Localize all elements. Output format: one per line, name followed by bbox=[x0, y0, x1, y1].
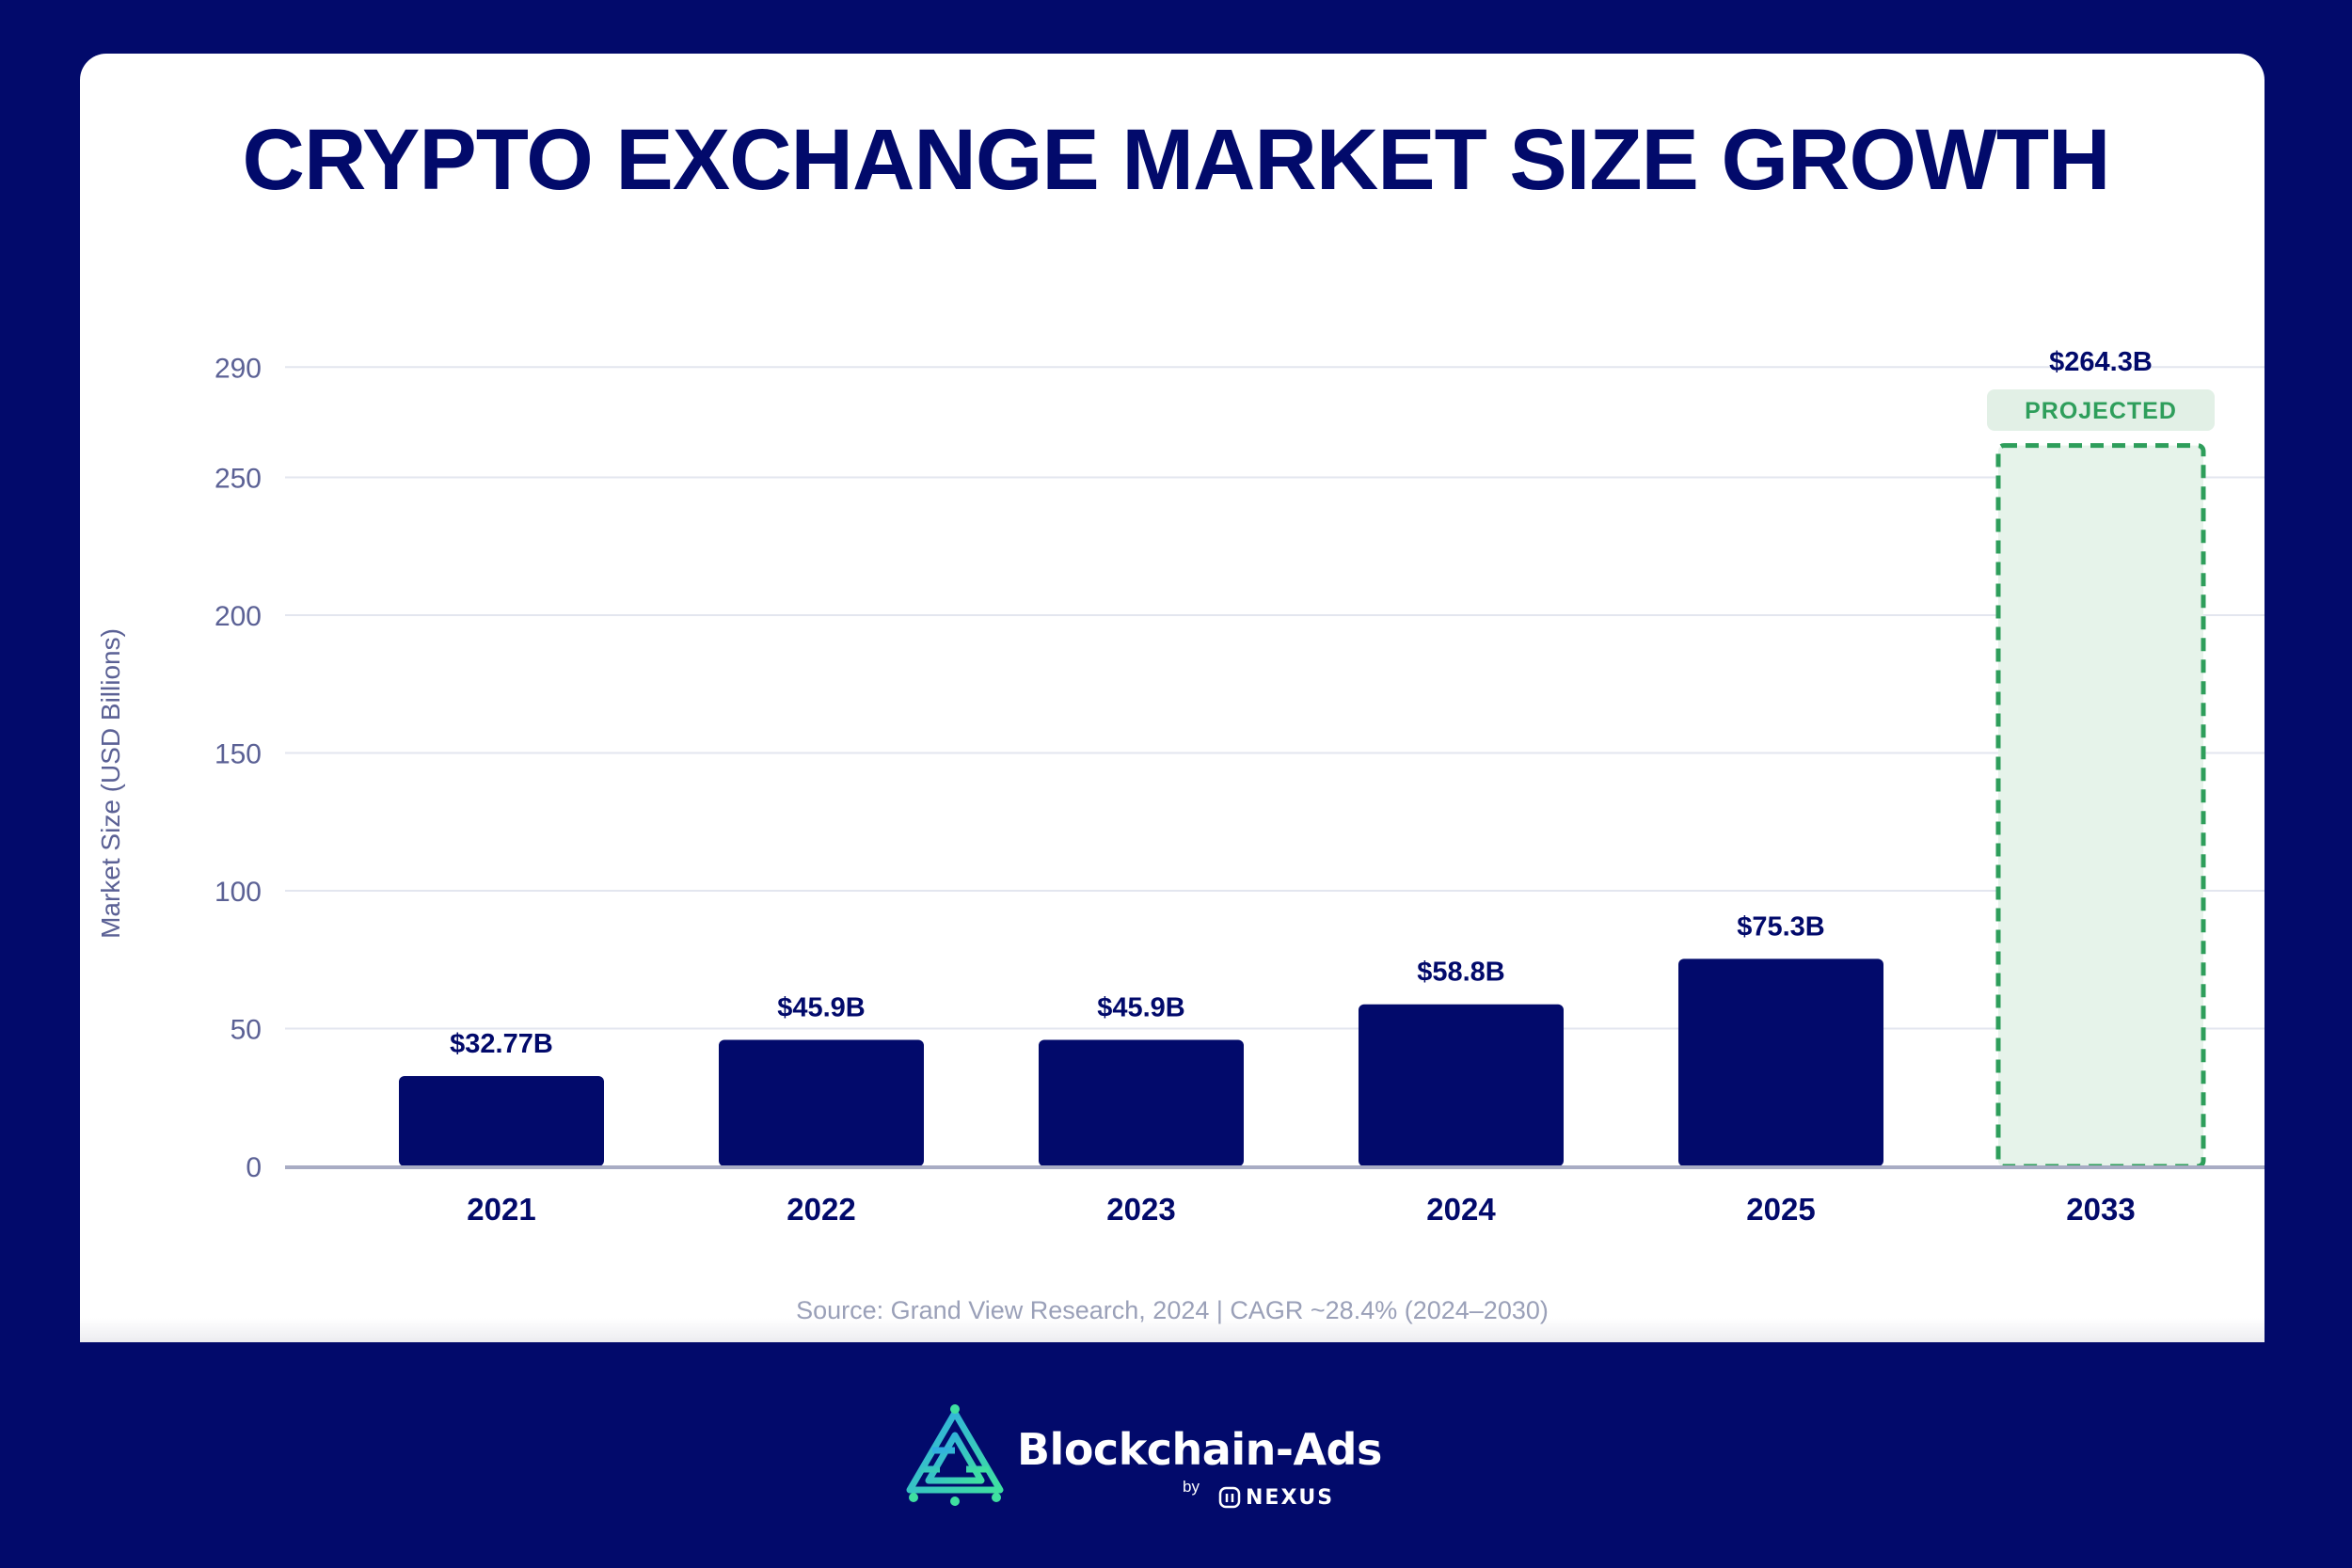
x-tick-label: 2023 bbox=[1106, 1192, 1175, 1227]
bar bbox=[1678, 958, 1883, 1166]
data-label: $45.9B bbox=[777, 993, 866, 1023]
data-label: $75.3B bbox=[1737, 911, 1825, 942]
bar bbox=[399, 1075, 604, 1166]
bar bbox=[719, 1039, 924, 1166]
x-tick-label: 2022 bbox=[787, 1192, 855, 1227]
bar bbox=[1039, 1039, 1244, 1166]
y-axis-label: Market Size (USD Billions) bbox=[96, 628, 125, 939]
brand-footer: Blockchain-Ads by NEXUS bbox=[898, 1394, 1463, 1516]
bar bbox=[1359, 1004, 1564, 1166]
data-label: $58.8B bbox=[1417, 958, 1505, 988]
gridlines bbox=[285, 366, 2265, 1030]
brand-by: by bbox=[1183, 1478, 1200, 1496]
x-tick-label: 2025 bbox=[1746, 1192, 1815, 1227]
y-tick-labels: 0 50 100 150 200 250 290 bbox=[215, 353, 262, 1183]
x-tick-label: 2021 bbox=[467, 1192, 535, 1227]
x-tick-labels: 2021 2022 2023 2024 2025 2033 bbox=[467, 1192, 2135, 1227]
projected-badge-label: PROJECTED bbox=[2025, 398, 2177, 424]
chart-title: CRYPTO EXCHANGE MARKET SIZE GROWTH bbox=[242, 112, 2111, 208]
bars: PROJECTED bbox=[399, 389, 2215, 1169]
y-tick-label: 0 bbox=[246, 1152, 262, 1183]
blockchain-ads-logo-icon bbox=[906, 1404, 1004, 1506]
data-label: $32.77B bbox=[450, 1029, 553, 1059]
nexus-logo: NEXUS bbox=[1218, 1484, 1334, 1511]
y-tick-label: 150 bbox=[215, 739, 262, 770]
source-note: Source: Grand View Research, 2024 | CAGR… bbox=[796, 1296, 1549, 1324]
data-labels: $32.77B $45.9B $45.9B $58.8B $75.3B $264.3B bbox=[450, 347, 2153, 1059]
data-label: $264.3B bbox=[2049, 347, 2153, 377]
data-label: $45.9B bbox=[1097, 993, 1185, 1023]
nexus-logo-icon bbox=[1218, 1486, 1241, 1509]
brand-name: Blockchain-Ads bbox=[1017, 1424, 1382, 1475]
projected-bar bbox=[1995, 443, 2206, 1169]
y-tick-label: 100 bbox=[215, 877, 262, 908]
x-tick-label: 2024 bbox=[1426, 1192, 1496, 1227]
x-tick-label: 2033 bbox=[2066, 1192, 2135, 1227]
nexus-label: NEXUS bbox=[1246, 1485, 1335, 1510]
y-tick-label: 290 bbox=[215, 353, 262, 384]
y-tick-label: 50 bbox=[230, 1015, 262, 1046]
y-tick-label: 200 bbox=[215, 601, 262, 632]
card-bottom-fade bbox=[80, 1318, 2265, 1342]
projected-badge bbox=[1987, 389, 2215, 431]
y-tick-label: 250 bbox=[215, 464, 262, 495]
